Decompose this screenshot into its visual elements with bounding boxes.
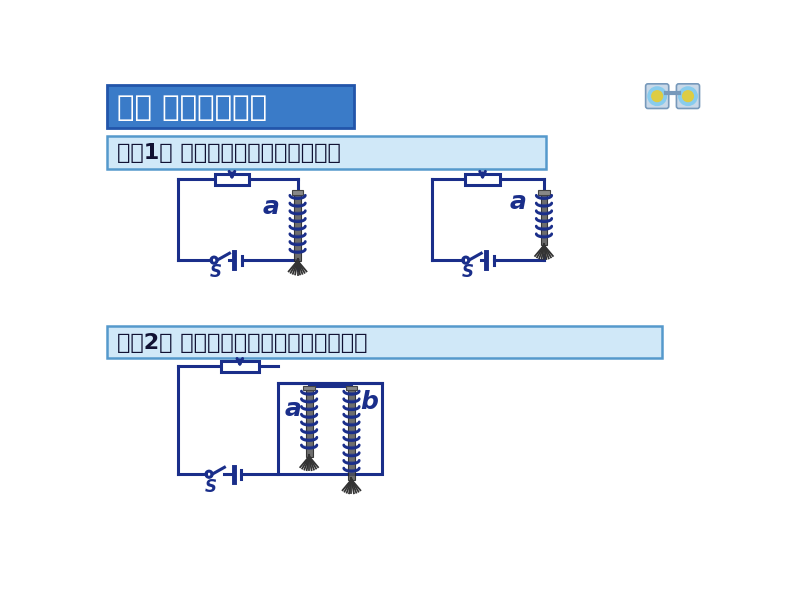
Bar: [214, 174, 249, 185]
Bar: [541, 193, 547, 246]
Bar: [292, 190, 303, 194]
Text: 实验2： 电磁铁的磁性与线圈匹数的关系: 实验2： 电磁铁的磁性与线圈匹数的关系: [117, 333, 367, 353]
Text: S: S: [205, 477, 217, 495]
Bar: [303, 386, 315, 390]
Text: 实验1： 电磁铁的磁性与电流的关系: 实验1： 电磁铁的磁性与电流的关系: [117, 143, 341, 163]
Text: 二、 电磁铁的磁性: 二、 电磁铁的磁性: [117, 94, 267, 122]
Bar: [538, 190, 549, 194]
Circle shape: [648, 87, 666, 105]
Text: S: S: [210, 263, 222, 281]
Circle shape: [683, 91, 693, 101]
FancyBboxPatch shape: [107, 85, 354, 128]
Text: a: a: [284, 398, 302, 421]
Bar: [345, 386, 357, 390]
Text: S: S: [461, 263, 473, 281]
FancyBboxPatch shape: [107, 136, 546, 169]
FancyBboxPatch shape: [676, 84, 700, 108]
Bar: [294, 193, 301, 260]
FancyBboxPatch shape: [646, 84, 669, 108]
Text: a: a: [509, 190, 526, 213]
Bar: [465, 174, 500, 185]
FancyBboxPatch shape: [107, 325, 661, 358]
Bar: [348, 389, 355, 480]
Bar: [306, 389, 313, 457]
Text: b: b: [360, 390, 379, 414]
Circle shape: [652, 91, 662, 101]
Bar: [279, 383, 382, 474]
Circle shape: [679, 87, 697, 105]
Text: a: a: [263, 195, 279, 219]
Bar: [221, 361, 259, 372]
